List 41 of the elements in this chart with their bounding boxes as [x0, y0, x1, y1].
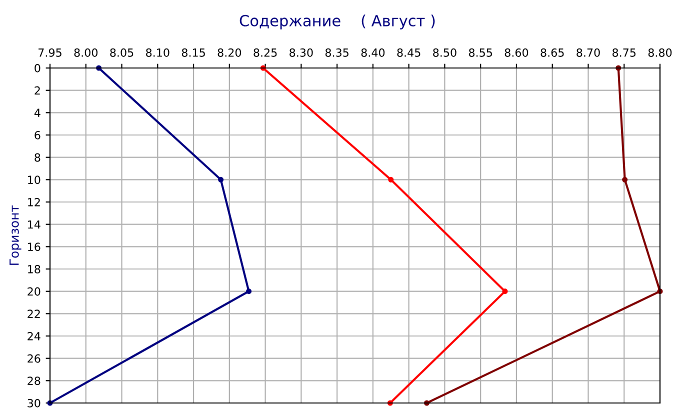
y-tick-label: 0	[34, 64, 40, 72]
x-tick-label: 8.00	[74, 48, 98, 57]
x-tick-label: 8.60	[504, 48, 528, 57]
y-tick-label: 20	[28, 287, 40, 296]
y-tick-label: 16	[28, 242, 40, 252]
x-tick-label: 8.50	[433, 48, 456, 57]
x-tick-label: 8.55	[468, 48, 492, 57]
chart-title: Содержание ( Август )	[240, 14, 435, 30]
y-tick-label: 30	[28, 398, 40, 408]
x-tick-label: 8.20	[218, 48, 242, 57]
x-tick-label: 8.40	[361, 48, 385, 57]
y-tick-label: 28	[28, 376, 40, 386]
y-tick-label: 2	[34, 86, 40, 95]
y-tick-label: 18	[28, 264, 40, 274]
x-tick-label: 8.75	[612, 48, 636, 57]
x-tick-label: 8.65	[540, 48, 564, 57]
x-tick-label: 8.05	[110, 48, 134, 57]
x-tick-label: 8.15	[182, 48, 205, 57]
y-tick-label: 22	[28, 310, 40, 318]
y-tick-label: 14	[28, 220, 40, 229]
y-tick-label: 6	[34, 130, 40, 140]
y-tick-label: 8	[34, 153, 40, 162]
point	[218, 176, 224, 182]
y-tick-label: 26	[28, 354, 40, 363]
y-tick-label: 4	[34, 108, 40, 117]
x-tick-label: 7.95	[38, 48, 62, 57]
point	[622, 176, 628, 182]
y-axis-title: Горизонт	[10, 205, 22, 265]
x-tick-label: 8.25	[254, 48, 277, 57]
x-tick-label: 8.30	[290, 48, 313, 57]
point	[246, 288, 252, 294]
x-tick-label: 8.45	[397, 48, 420, 57]
x-tick-label: 8.35	[325, 48, 348, 57]
x-tick-label: 8.10	[146, 48, 170, 57]
x-tick-label: 8.70	[576, 48, 600, 57]
y-tick-label: 24	[28, 332, 40, 340]
x-tick-label: 8.80	[648, 48, 672, 57]
y-tick-label: 10	[28, 176, 40, 184]
y-tick-label: 12	[28, 198, 40, 206]
point	[502, 288, 508, 294]
point	[388, 176, 394, 182]
